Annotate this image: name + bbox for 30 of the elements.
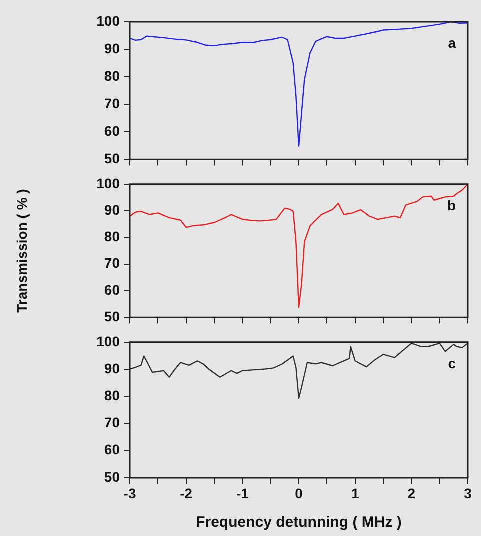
- y-tick-label: 60: [104, 442, 120, 458]
- x-tick-label: 1: [351, 485, 360, 502]
- x-tick-label: 0: [295, 485, 304, 502]
- y-tick-label: 100: [96, 12, 120, 29]
- y-tick-label: 50: [104, 308, 120, 324]
- y-tick-label: 50: [104, 468, 120, 485]
- x-axis-title: Frequency detunning ( MHz ): [196, 514, 402, 532]
- x-tick-label: 2: [408, 485, 416, 502]
- y-tick-label: 70: [104, 95, 120, 112]
- y-tick-label: 100: [96, 175, 120, 192]
- y-tick-label: 100: [96, 333, 120, 350]
- x-tick-label: -3: [124, 485, 136, 502]
- y-tick-label: 80: [104, 388, 120, 404]
- y-axis-title: Transmission ( % ): [14, 189, 30, 313]
- x-tick-label: 3: [464, 485, 472, 502]
- y-tick-label: 70: [104, 414, 120, 431]
- annotation: b: [447, 197, 456, 214]
- annotation: c: [448, 355, 456, 372]
- y-tick-label: 80: [104, 68, 120, 84]
- y-tick-label: 80: [104, 228, 120, 245]
- y-tick-label: 60: [104, 122, 120, 139]
- y-tick-label: 60: [104, 282, 120, 298]
- y-tick-label: 50: [104, 150, 120, 166]
- x-tick-label: -1: [236, 485, 250, 502]
- y-tick-label: 90: [104, 360, 120, 376]
- x-tick-label: -2: [180, 485, 193, 502]
- y-tick-label: 90: [104, 40, 120, 56]
- annotation: a: [448, 34, 456, 51]
- y-tick-label: 90: [104, 202, 120, 218]
- y-tick-label: 70: [104, 255, 120, 272]
